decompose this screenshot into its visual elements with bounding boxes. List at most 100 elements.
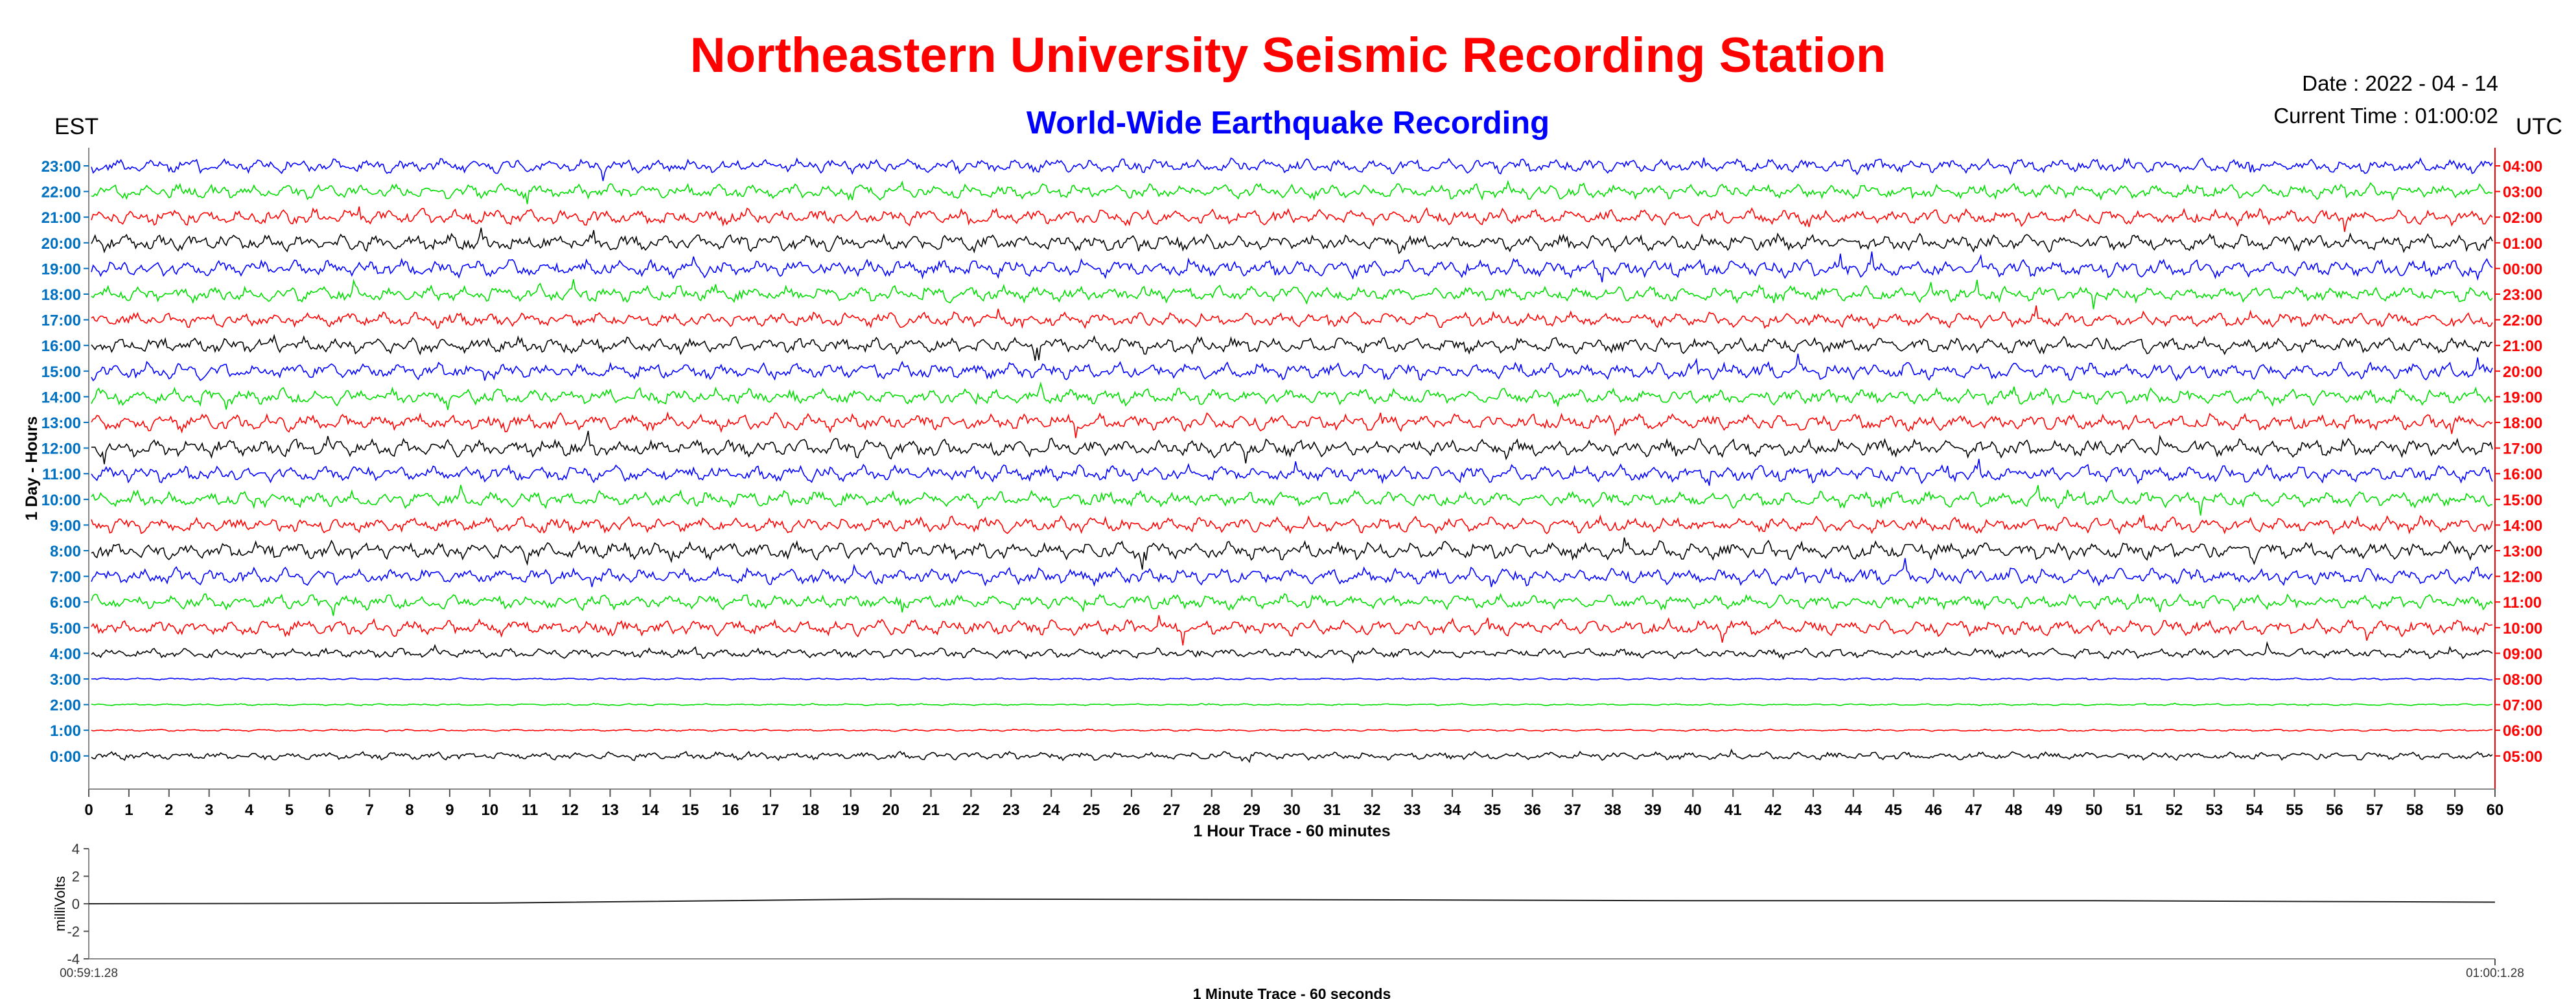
x-tick-label: 25 [1083, 801, 1100, 819]
right-tick-label: 04:00 [2503, 158, 2542, 176]
x-tick-label: 45 [1885, 801, 1902, 819]
left-tick-label: 7:00 [50, 569, 81, 586]
x-tick-label: 54 [2245, 801, 2263, 819]
left-tick-label: 20:00 [41, 235, 81, 253]
x-tick-label: 27 [1163, 801, 1180, 819]
x-tick-label: 21 [922, 801, 940, 819]
left-tick-label: 4:00 [50, 645, 81, 663]
minute-start-label: 00:59:1.28 [60, 967, 118, 980]
x-tick-label: 6 [325, 801, 334, 819]
trace-2-00 [91, 702, 2493, 707]
trace-16-00 [91, 334, 2493, 362]
x-tick-label: 22 [962, 801, 980, 819]
x-tick-label: 30 [1283, 801, 1301, 819]
x-tick-label: 33 [1404, 801, 1421, 819]
minute-y-tick-label: 0 [72, 896, 80, 912]
x-tick-label: 60 [2487, 801, 2504, 819]
x-tick-label: 5 [285, 801, 294, 819]
x-tick-label: 44 [1845, 801, 1862, 819]
left-tick-label: 13:00 [41, 415, 81, 432]
right-tick-label: 14:00 [2503, 517, 2542, 534]
x-tick-label: 41 [1724, 801, 1742, 819]
left-tick-label: 2:00 [50, 697, 81, 715]
x-tick-label: 23 [1003, 801, 1020, 819]
right-tick-label: 05:00 [2503, 748, 2542, 766]
right-tick-label: 20:00 [2503, 363, 2542, 381]
right-tick-label: 06:00 [2503, 722, 2542, 740]
x-tick-label: 52 [2166, 801, 2183, 819]
x-tick-label: 11 [522, 801, 538, 819]
x-tick-label: 36 [1524, 801, 1541, 819]
right-tick-label: 09:00 [2503, 645, 2542, 663]
trace-12-00 [91, 430, 2493, 465]
x-tick-label: 50 [2085, 801, 2103, 819]
right-tick-label: 10:00 [2503, 620, 2542, 637]
trace-9-00 [91, 514, 2493, 535]
left-tick-label: 1:00 [50, 722, 81, 740]
x-tick-label: 42 [1765, 801, 1782, 819]
x-tick-label: 29 [1243, 801, 1260, 819]
x-tick-label: 26 [1123, 801, 1141, 819]
right-tick-label: 15:00 [2503, 492, 2542, 509]
date-label: Date : 2022 - 04 - 14 [2302, 71, 2498, 95]
left-tick-label: 8:00 [50, 543, 81, 560]
x-tick-label: 48 [2005, 801, 2023, 819]
right-tick-label: 19:00 [2503, 389, 2542, 406]
x-tick-label: 38 [1604, 801, 1621, 819]
left-tick-label: 3:00 [50, 671, 81, 689]
x-tick-label: 20 [882, 801, 899, 819]
right-tick-label: 21:00 [2503, 338, 2542, 355]
station-title: Northeastern University Seismic Recordin… [690, 28, 1886, 83]
minute-y-tick-label: 2 [72, 869, 80, 885]
right-tick-label: 11:00 [2503, 594, 2542, 612]
trace-11-00 [91, 459, 2493, 486]
right-tick-label: 22:00 [2503, 312, 2542, 330]
x-tick-label: 53 [2205, 801, 2223, 819]
x-tick-label: 16 [722, 801, 739, 819]
recording-subtitle: World-Wide Earthquake Recording [1026, 106, 1550, 141]
x-tick-label: 7 [366, 801, 374, 819]
left-tick-label: 23:00 [41, 158, 81, 176]
right-tick-label: 00:00 [2503, 260, 2542, 278]
x-tick-label: 58 [2406, 801, 2424, 819]
x-tick-label: 47 [1965, 801, 1982, 819]
x-tick-label: 28 [1203, 801, 1220, 819]
x-tick-label: 9 [445, 801, 454, 819]
trace-10-00 [91, 485, 2492, 516]
left-tick-label: 18:00 [41, 286, 81, 304]
trace-0-00 [91, 748, 2493, 763]
right-tick-label: 08:00 [2503, 671, 2542, 689]
x-tick-label: 34 [1444, 801, 1461, 819]
right-tick-label: 13:00 [2503, 543, 2542, 560]
x-tick-label: 51 [2126, 801, 2143, 819]
trace-20-00 [91, 227, 2493, 255]
trace-13-00 [91, 411, 2493, 439]
trace-7-00 [91, 558, 2493, 588]
trace-15-00 [91, 353, 2493, 382]
left-tick-label: 14:00 [41, 389, 81, 406]
x-tick-label: 49 [2045, 801, 2063, 819]
left-tick-label: 10:00 [41, 492, 81, 509]
trace-19-00 [91, 251, 2493, 282]
x-tick-label: 24 [1043, 801, 1060, 819]
trace-1-00 [91, 728, 2492, 733]
minute-y-tick-label: -2 [67, 924, 80, 940]
x-tick-label: 43 [1805, 801, 1822, 819]
utc-zone-label: UTC [2516, 114, 2562, 139]
trace-6-00 [91, 593, 2493, 616]
trace-17-00 [91, 305, 2493, 330]
trace-23-00 [91, 157, 2493, 181]
left-tick-label: 0:00 [50, 748, 81, 766]
x-tick-label: 13 [601, 801, 619, 819]
x-tick-label: 10 [481, 801, 498, 819]
right-tick-label: 23:00 [2503, 286, 2542, 304]
left-tick-label: 17:00 [41, 312, 81, 330]
x-tick-label: 40 [1684, 801, 1702, 819]
left-tick-label: 6:00 [50, 594, 81, 612]
left-tick-label: 21:00 [41, 209, 81, 227]
trace-8-00 [91, 537, 2493, 570]
x-tick-label: 1 [124, 801, 133, 819]
x-tick-label: 2 [165, 801, 173, 819]
